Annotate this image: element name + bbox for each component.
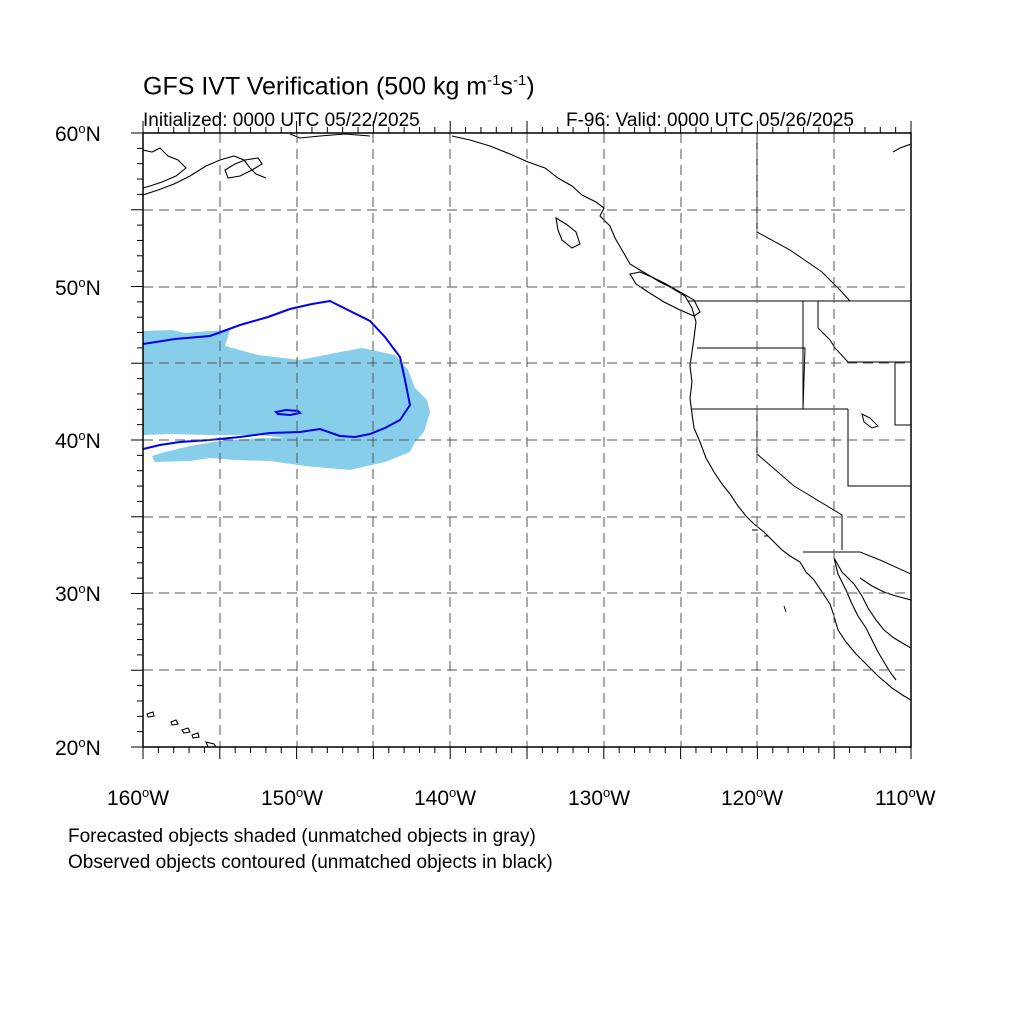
coastline-north-america (451, 135, 911, 701)
initialized-label: Initialized: 0000 UTC 05/22/2025 (143, 110, 420, 131)
axis-ticks (131, 121, 912, 759)
coastline-kodiak (224, 157, 263, 179)
map-title: GFS IVT Verification (500 kg m-1s-1) (143, 72, 535, 101)
coastline-hawaii (146, 711, 217, 747)
lat-label-40n: 40oN (55, 428, 101, 453)
lon-label-140w: 140oW (414, 785, 477, 810)
observed-note: Observed objects contoured (unmatched ob… (68, 852, 553, 873)
lon-label-130w: 130oW (568, 785, 631, 810)
observed-object-small-contour (273, 408, 303, 417)
observed-object-contour (143, 299, 412, 450)
lat-label-20n: 20oN (55, 735, 101, 760)
coastline-mainland-mexico (859, 577, 911, 601)
coastline-gulf-of-california (833, 557, 911, 649)
graticule (143, 133, 911, 747)
lat-label-60n: 60oN (55, 121, 101, 146)
coastline-vancouver-island (629, 271, 701, 317)
lat-label-30n: 30oN (55, 581, 101, 606)
coastline-alaska (143, 147, 187, 189)
lon-label-110w: 110oW (875, 785, 936, 810)
coastline-hudson-area (892, 143, 911, 153)
lat-label-50n: 50oN (55, 275, 101, 300)
coastline-channel-islands (752, 529, 787, 613)
lon-label-160w: 160oW (107, 785, 170, 810)
coastline-baja-east (833, 557, 897, 681)
coastline-haida-gwaii (555, 216, 581, 249)
lon-label-150w: 150oW (261, 785, 324, 810)
valid-time-label: F-96: Valid: 0000 UTC 05/26/2025 (566, 110, 854, 131)
lon-label-120w: 120oW (721, 785, 784, 810)
forecast-note: Forecasted objects shaded (unmatched obj… (68, 826, 536, 847)
forecast-object (143, 330, 430, 470)
